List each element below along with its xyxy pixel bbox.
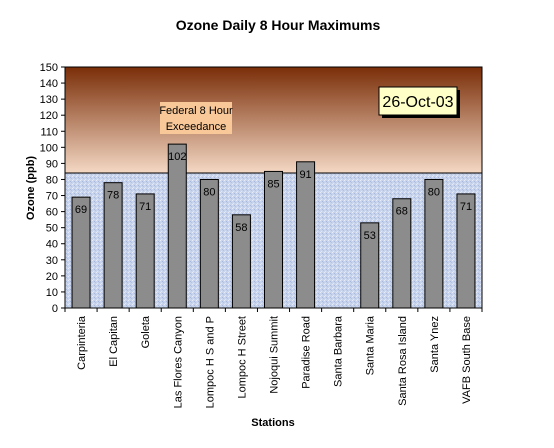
bar-data-label: 80 (428, 186, 440, 198)
y-tick-label: 10 (46, 287, 58, 299)
bar-data-label: 53 (364, 230, 376, 242)
exceedance-annotation-line2: Exceedance (166, 121, 227, 133)
category-label: Las Flores Canyon (172, 316, 184, 408)
bar-las-flores-canyon (167, 143, 187, 309)
bar-lompoc-h-s-and-p (199, 178, 219, 309)
y-tick-label: 110 (40, 126, 58, 138)
bar-data-label: 102 (168, 151, 186, 163)
y-tick-label: 20 (46, 271, 58, 283)
category-label: Santa Maria (365, 315, 377, 375)
category-label: Carpinteria (76, 315, 88, 370)
bar-goleta (135, 193, 155, 309)
bar-data-label: 69 (75, 204, 87, 216)
exceedance-region (65, 67, 482, 174)
exceedance-annotation: Federal 8 Hour Exceedance (159, 102, 233, 134)
x-axis-title: Stations (251, 417, 294, 429)
bar-carpinteria (71, 196, 91, 309)
category-label: Santa Rosa Island (397, 316, 409, 406)
y-tick-label: 90 (46, 158, 58, 170)
date-label: 26-Oct-03 (378, 86, 460, 118)
bar-data-label: 91 (299, 169, 311, 181)
y-tick-label: 150 (40, 62, 58, 74)
category-label: Santa Ynez (429, 316, 441, 373)
bar-lompoc-h-street (231, 214, 251, 309)
date-label-box (378, 86, 458, 116)
exceedance-annotation-box (160, 102, 232, 134)
y-tick-label: 120 (40, 110, 58, 122)
bar-data-label: 71 (460, 201, 472, 213)
y-tick-label: 140 (40, 78, 58, 90)
category-label: Lompoc H S and P (204, 316, 216, 408)
category-label: Paradise Road (301, 316, 313, 389)
y-tick-label: 80 (46, 174, 58, 186)
x-axis-category-labels: Carpinteria El Capitan Goleta Las Flores Ca… (64, 308, 483, 408)
y-tick-label: 40 (46, 239, 58, 251)
bar-series: 69 78 71 102 80 58 85 91 53 68 80 71 (71, 143, 476, 309)
y-tick-label: 60 (46, 207, 58, 219)
category-label: El Capitan (108, 316, 120, 367)
chart-title: Ozone Daily 8 Hour Maximums (176, 17, 381, 33)
bar-data-label: 71 (139, 201, 151, 213)
y-tick-label: 30 (46, 255, 58, 267)
date-label-text: 26-Oct-03 (382, 94, 453, 111)
category-label: Lompoc H Street (236, 316, 248, 399)
y-tick-label: 50 (46, 223, 58, 235)
y-tick-label: 130 (40, 94, 58, 106)
bar-santa-rosa-island (392, 198, 412, 309)
bar-paradise-road (296, 161, 316, 309)
category-label: Nojoqui Summit (269, 316, 281, 394)
bar-data-label: 58 (235, 222, 247, 234)
category-label: Goleta (140, 315, 152, 348)
bar-data-label: 80 (203, 186, 215, 198)
y-tick-label: 0 (52, 303, 58, 315)
bar-el-capitan (103, 182, 123, 309)
exceedance-annotation-line1: Federal 8 Hour (159, 105, 233, 117)
bar-vafb-south-base (456, 193, 476, 309)
category-label: VAFB South Base (461, 316, 473, 404)
bar-santa-maria (360, 222, 380, 309)
y-tick-label: 70 (46, 191, 58, 203)
bar-data-label: 78 (107, 190, 119, 202)
y-axis-title: Ozone (ppb) (25, 156, 37, 220)
bar-data-label: 68 (396, 206, 408, 218)
y-axis-ticks: 0 10 20 30 40 50 60 70 80 90 100 110 120 130 140 150 (40, 62, 65, 315)
bar-santa-ynez (424, 178, 444, 309)
category-label: Santa Barbara (333, 315, 345, 387)
bar-nojoqui-summit (264, 170, 283, 309)
y-tick-label: 100 (40, 142, 58, 154)
bar-data-label: 85 (267, 178, 279, 190)
